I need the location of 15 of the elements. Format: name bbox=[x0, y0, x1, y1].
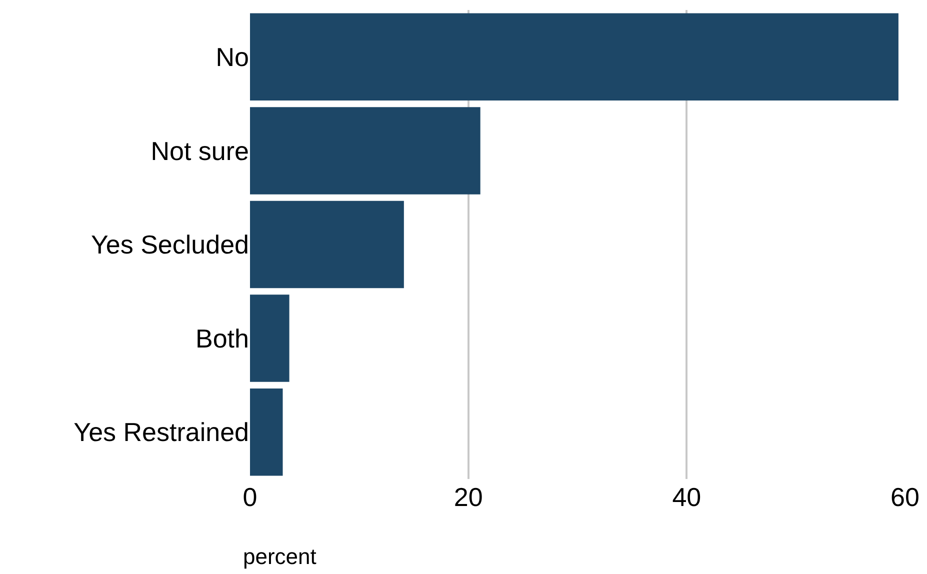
y-tick-label: Not sure bbox=[150, 136, 249, 166]
y-tick-label: Yes Secluded bbox=[90, 230, 249, 260]
bar bbox=[250, 294, 290, 382]
bar bbox=[250, 388, 283, 476]
bar bbox=[250, 200, 404, 288]
x-tick-label: 60 bbox=[890, 482, 920, 512]
x-tick-label: 0 bbox=[242, 482, 258, 512]
y-tick-label: Both bbox=[196, 323, 249, 354]
y-tick-label: Yes Restrained bbox=[74, 417, 249, 448]
bar bbox=[250, 13, 898, 101]
bar bbox=[250, 107, 480, 194]
x-tick-label: 20 bbox=[454, 482, 483, 512]
y-tick-label: No bbox=[216, 42, 249, 72]
x-tick-label: 40 bbox=[672, 482, 702, 512]
x-axis-title: percent bbox=[243, 544, 316, 569]
